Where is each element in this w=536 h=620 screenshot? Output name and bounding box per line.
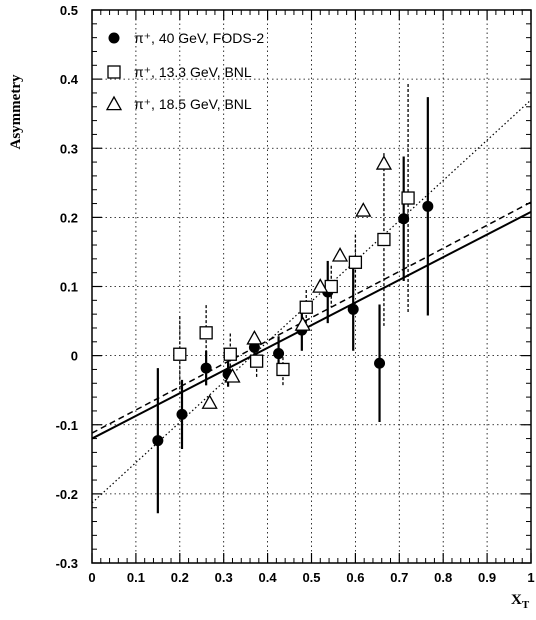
x-tick-label: 0.9 [478, 570, 496, 585]
x-tick-label: 0.4 [259, 570, 278, 585]
x-axis-title: XT [511, 592, 530, 611]
legend-marker-1 [107, 65, 121, 79]
y-tick-label: 0.2 [60, 210, 78, 225]
legend-label-2: π⁺, 18.5 GeV, BNL [134, 96, 252, 112]
data-point-series-0 [374, 357, 386, 369]
x-tick-label: 0.7 [390, 570, 408, 585]
y-tick-label: 0.4 [60, 72, 79, 87]
data-point-series-2 [331, 247, 349, 262]
fit-lines [91, 99, 532, 504]
legend: π⁺, 40 GeV, FODS-2 π⁺, 13.3 GeV, BNL π⁺, 1… [105, 30, 264, 112]
data-point-series-2 [312, 278, 329, 293]
data-point-series-2 [246, 330, 263, 345]
x-tick-label: 0.6 [346, 570, 364, 585]
data-point-series-0 [200, 362, 212, 374]
axis-ticks: 0 0.1 0.2 0.3 0.4 0.5 0.6 0.7 0.8 0.9 1 -0.3 -0.2 -0.… [56, 3, 535, 585]
data-point-series-2 [355, 202, 372, 217]
x-tick-label: 0.2 [171, 570, 189, 585]
data-point-series-2 [201, 394, 218, 409]
legend-label-0: π⁺, 40 GeV, FODS-2 [134, 30, 264, 46]
data-point-series-1 [377, 232, 391, 247]
y-tick-label: 0.3 [60, 141, 78, 156]
grid [92, 10, 531, 563]
data-point-series-0 [398, 213, 410, 225]
y-tick-label: 0.5 [60, 3, 78, 18]
data-point-series-1 [348, 255, 363, 269]
data-point-series-1 [173, 347, 187, 361]
x-tick-label: 1 [527, 570, 534, 585]
fit-line-dashed [91, 201, 532, 434]
x-tick-label: 0.8 [434, 570, 452, 585]
error-bars [156, 83, 429, 514]
data-point-series-0 [176, 408, 188, 420]
data-point-series-0 [347, 303, 359, 315]
data-point-series-0 [422, 200, 434, 212]
data-point-series-1 [223, 347, 237, 361]
data-point-series-0 [152, 435, 164, 447]
data-point-series-1 [249, 354, 264, 368]
x-axis-title-sub: T [522, 599, 530, 611]
x-axis-title-main: X [511, 592, 522, 608]
x-tick-label: 0 [88, 570, 95, 585]
y-tick-label: 0.1 [60, 280, 78, 295]
x-tick-label: 0.3 [215, 570, 233, 585]
data-point-series-1 [324, 279, 338, 294]
data-point-series-1 [299, 300, 313, 314]
data-point-series-2 [224, 368, 241, 383]
y-tick-label: -0.1 [56, 418, 78, 433]
fit-line-solid [91, 210, 532, 440]
data-markers [152, 155, 434, 447]
y-tick-label: 0 [71, 349, 78, 364]
legend-label-1: π⁺, 13.3 GeV, BNL [134, 64, 252, 80]
data-point-series-1 [401, 191, 415, 205]
x-tick-label: 0.1 [127, 570, 145, 585]
y-tick-label: -0.3 [56, 556, 78, 571]
legend-marker-0 [108, 32, 120, 44]
data-point-series-0 [273, 348, 285, 360]
legend-marker-2 [105, 95, 123, 111]
fit-line-dotted [91, 99, 532, 504]
data-point-series-1 [199, 326, 213, 340]
data-point-series-2 [375, 155, 393, 170]
data-point-series-2 [294, 316, 311, 331]
y-axis-title: Asymmetry [8, 74, 24, 149]
y-tick-label: -0.2 [56, 487, 78, 502]
x-tick-label: 0.5 [302, 570, 320, 585]
data-point-series-1 [276, 362, 290, 377]
